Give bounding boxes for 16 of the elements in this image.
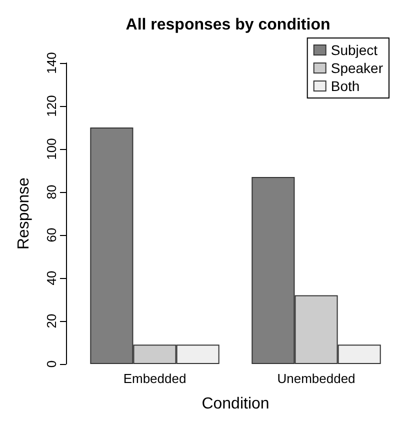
x-axis-title: Condition [202,396,270,412]
legend-label: Subject [330,42,378,58]
y-tick-label: 40 [44,270,59,286]
legend-label: Both [330,78,360,94]
y-tick-label: 80 [44,184,59,200]
y-tick-label: 0 [44,360,59,368]
y-tick-label: 60 [44,228,59,242]
x-tick-label: Embedded [123,371,186,386]
y-tick-label: 20 [44,314,59,328]
y-tick-label: 120 [44,95,59,117]
y-axis-title: Response [16,177,32,250]
legend-label: Speaker [330,60,384,76]
chart-title: All responses by condition [126,16,330,34]
x-tick-label: Unembedded [277,371,356,386]
y-tick-label: 140 [44,52,59,74]
y-tick-label: 100 [44,138,59,160]
